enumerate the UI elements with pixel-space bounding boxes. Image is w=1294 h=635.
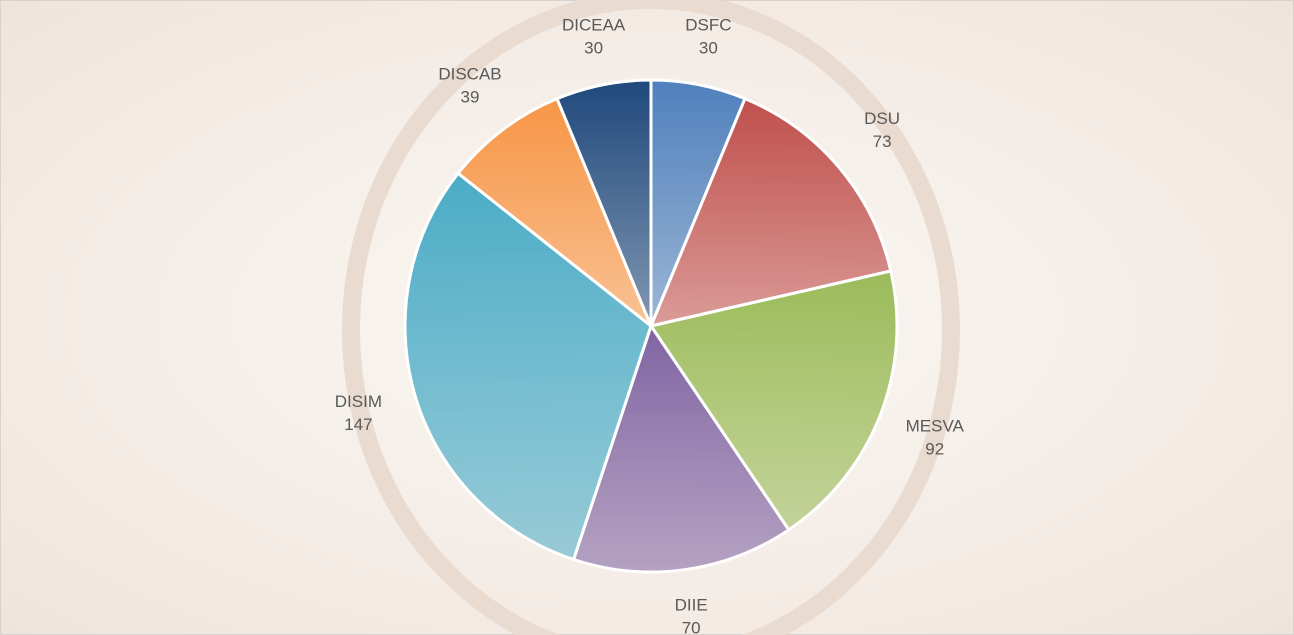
chart: DSFC 30 DSU 73 MESVA 92 DIIE 70 DISIM 147 DISCAB 39… [0,0,1294,635]
slice-label: DISIM [335,392,382,411]
slice-label: MESVA [906,416,965,435]
slice-label: DICEAA [562,15,626,34]
slice-value: 39 [461,88,480,107]
slice-value: 30 [584,38,603,57]
slice-label: DSFC [685,15,731,34]
slice-label: DISCAB [438,65,501,84]
slice-label: DSU [864,109,900,128]
slice-value: 147 [344,415,372,434]
slice-value: 70 [682,619,701,635]
page: DSFC 30 DSU 73 MESVA 92 DIIE 70 DISIM 147 DISCAB 39… [0,0,1294,635]
slice-value: 73 [873,132,892,151]
slice-value: 30 [699,38,718,57]
slice-value: 92 [925,439,944,458]
slice-label: DIIE [675,596,708,615]
